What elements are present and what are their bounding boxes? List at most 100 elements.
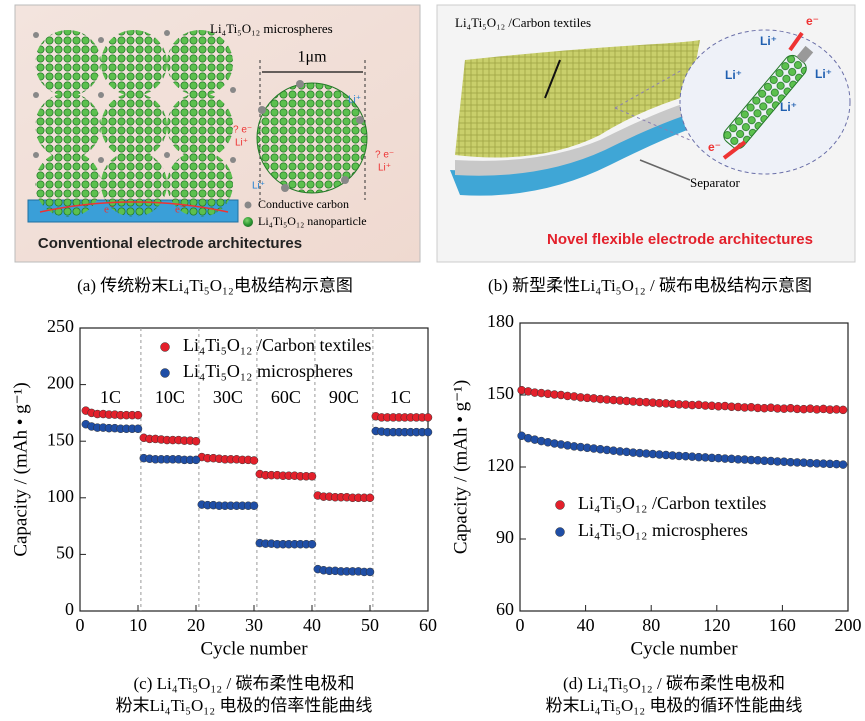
carbon-label: Conductive carbon	[258, 197, 349, 211]
data-point	[249, 456, 259, 465]
rate-label: 60C	[271, 387, 301, 407]
y-tick-label: 180	[487, 311, 514, 331]
y-axis-label: Capacity / (mAh • g⁻¹)	[450, 380, 471, 554]
electron-arrow	[788, 31, 804, 52]
data-point	[423, 427, 433, 437]
y-tick-label: 100	[47, 486, 74, 506]
x-tick-label: 40	[303, 615, 321, 635]
legend-marker	[555, 500, 565, 510]
x-tick-label: 160	[769, 615, 796, 635]
separator-label: Separator	[690, 175, 740, 190]
y-tick-label: 60	[496, 599, 514, 619]
electrolyte-layer	[450, 110, 700, 196]
electron-label: e⁻	[104, 204, 115, 216]
data-point	[423, 413, 433, 422]
plot-frame	[519, 322, 849, 612]
legend-label: Li₄Ti₅O₁₂ /Carbon textiles	[578, 493, 766, 513]
y-tick-label: 0	[65, 599, 74, 619]
legend-label: Li₄Ti₅O₁₂ microspheres	[183, 361, 353, 381]
separator-layer	[455, 100, 695, 176]
electron-label: e⁻	[806, 14, 819, 28]
y-tick-label: 90	[496, 527, 514, 547]
legend-carbon-dot	[244, 201, 252, 209]
data-point	[838, 405, 848, 415]
y-tick-label: 250	[47, 316, 74, 336]
electron-path	[39, 201, 229, 213]
x-tick-label: 10	[129, 615, 147, 635]
x-tick-label: 30	[245, 615, 263, 635]
caption-a: (a) 传统粉末Li₄Ti₅O₁₂电极结构示意图	[77, 276, 353, 295]
x-axis-label: Cycle number	[630, 638, 738, 659]
ion-label: Li⁺	[252, 181, 265, 192]
ion-label: Li⁺	[348, 95, 361, 106]
caption: (d) Li₄Ti₅O₁₂ / 碳布柔性电极和	[563, 674, 785, 693]
legend-label: Li₄Ti₅O₁₂ /Carbon textiles	[183, 335, 371, 355]
carbon-textile	[455, 40, 700, 158]
ion-label: Li⁺	[780, 100, 797, 114]
x-tick-label: 0	[516, 615, 525, 635]
microsphere-grid	[33, 30, 236, 217]
data-point	[191, 436, 201, 446]
scale-label: 1μm	[297, 49, 327, 66]
ion-label: Li⁺	[725, 68, 742, 82]
nanoparticle-label: Li₄Ti₅O₁₂ nanoparticle	[258, 214, 367, 228]
caption: (c) Li₄Ti₅O₁₂ / 碳布柔性电极和	[134, 674, 355, 693]
y-tick-label: 50	[56, 543, 74, 563]
data-point	[307, 472, 317, 481]
data-point	[249, 501, 259, 510]
x-tick-label: 20	[187, 615, 205, 635]
rate-label: 10C	[155, 387, 185, 407]
y-tick-label: 200	[47, 373, 74, 393]
series	[81, 419, 433, 577]
data-point	[365, 567, 375, 577]
data-point	[838, 460, 848, 469]
caption-b: (b) 新型柔性Li₄Ti₅O₁₂ / 碳布电极结构示意图	[488, 276, 812, 295]
zoom-guide	[614, 69, 691, 141]
data-point	[365, 493, 375, 503]
rate-label: 90C	[329, 387, 359, 407]
ion-label: Li⁺	[378, 163, 391, 174]
x-tick-label: 60	[419, 615, 437, 635]
textile-label: Li₄Ti₅O₁₂ /Carbon textiles	[455, 15, 591, 30]
unknown-electron-label: ? e⁻	[233, 125, 252, 136]
fiber	[723, 45, 814, 150]
rate-label: 30C	[213, 387, 243, 407]
magnified-sphere	[256, 82, 368, 194]
panel-a: e⁻ e⁻ Li₄Ti₅O₁₂ microspheres 1μm Li⁺ ? e…	[14, 4, 421, 295]
legend-marker	[160, 368, 170, 378]
ion-label: Li⁺	[815, 67, 832, 81]
x-axis-label: Cycle number	[200, 638, 308, 659]
series	[81, 406, 433, 503]
ion-label: Li⁺	[235, 138, 248, 149]
panel-b: e⁻ e⁻ Li⁺ Li⁺ Li⁺ Li⁺ Li₄Ti₅O₁₂ /Carbon …	[436, 4, 856, 295]
electron-label: e⁻	[175, 204, 186, 216]
y-tick-label: 120	[487, 455, 514, 475]
y-tick-label: 150	[487, 383, 514, 403]
rate-label: 1C	[100, 387, 121, 407]
data-point	[191, 455, 201, 465]
x-tick-label: 40	[577, 615, 595, 635]
legend-label: Li₄Ti₅O₁₂ microspheres	[578, 520, 748, 540]
separator-pointer	[639, 159, 691, 181]
legend-marker	[555, 527, 565, 537]
caption: 粉末Li₄Ti₅O₁₂ 电极的倍率性能曲线	[116, 696, 373, 715]
banner-b: Novel flexible electrode architectures	[547, 231, 813, 248]
caption: 粉末Li₄Ti₅O₁₂ 电极的循环性能曲线	[546, 696, 803, 715]
ion-label: Li⁺	[760, 34, 777, 48]
x-tick-label: 200	[835, 615, 862, 635]
x-tick-label: 120	[703, 615, 730, 635]
series	[517, 385, 848, 415]
textile-pointer	[544, 59, 561, 99]
data-point	[133, 424, 143, 433]
x-tick-label: 0	[76, 615, 85, 635]
legend-nanoparticle-dot	[243, 217, 253, 227]
y-axis-label: Capacity / (mAh • g⁻¹)	[10, 382, 31, 556]
unknown-electron-label: ? e⁻	[375, 150, 394, 161]
banner-a: Conventional electrode architectures	[38, 235, 302, 252]
microspheres-label: Li₄Ti₅O₁₂ microspheres	[210, 21, 333, 36]
x-tick-label: 50	[361, 615, 379, 635]
y-tick-label: 150	[47, 429, 74, 449]
series	[517, 431, 848, 469]
